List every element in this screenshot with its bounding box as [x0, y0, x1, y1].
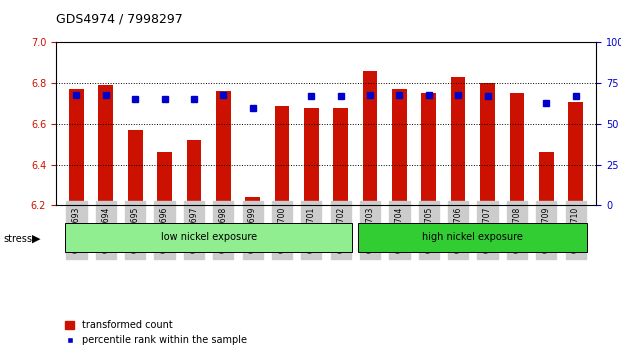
Bar — [157, 152, 172, 205]
Text: high nickel exposure: high nickel exposure — [422, 232, 524, 242]
Bar — [480, 83, 495, 205]
Bar — [128, 130, 142, 205]
Bar — [186, 140, 201, 205]
Text: stress: stress — [3, 234, 32, 244]
Bar — [451, 77, 466, 205]
Bar — [245, 197, 260, 205]
Bar — [358, 223, 587, 251]
Bar — [65, 223, 353, 251]
Text: ▶: ▶ — [32, 234, 41, 244]
Bar — [363, 71, 378, 205]
Text: GDS4974 / 7998297: GDS4974 / 7998297 — [56, 12, 183, 25]
Bar — [568, 102, 583, 205]
Bar — [539, 152, 553, 205]
Text: low nickel exposure: low nickel exposure — [160, 232, 256, 242]
Bar — [304, 108, 319, 205]
Bar — [274, 105, 289, 205]
Bar — [510, 93, 524, 205]
Bar — [99, 85, 113, 205]
Bar — [392, 89, 407, 205]
Bar — [333, 108, 348, 205]
Bar — [216, 91, 230, 205]
Bar — [422, 93, 436, 205]
Legend: transformed count, percentile rank within the sample: transformed count, percentile rank withi… — [61, 316, 251, 349]
Bar — [69, 89, 84, 205]
